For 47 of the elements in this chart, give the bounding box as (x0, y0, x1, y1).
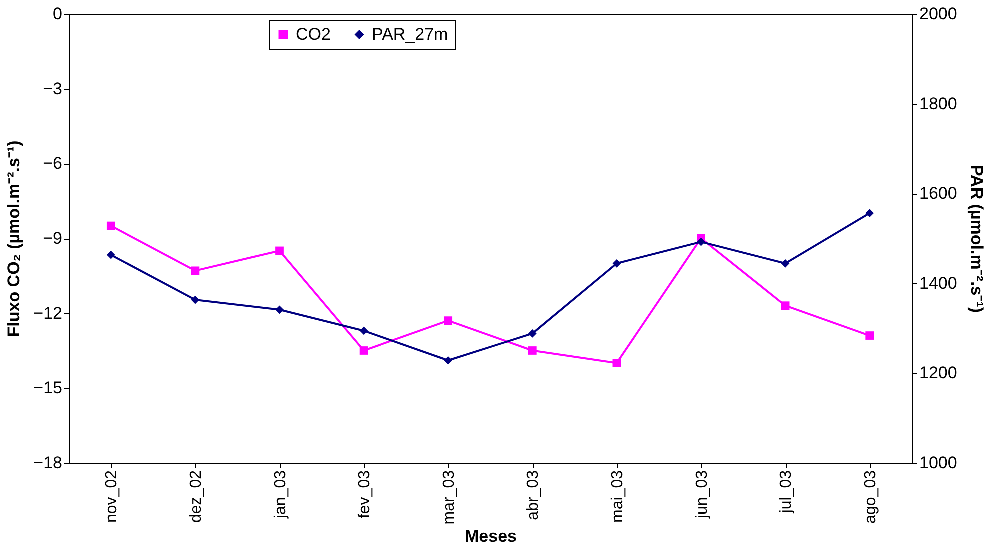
x-tick-label: jul_03 (778, 470, 796, 514)
x-tick-label: abr_03 (525, 470, 542, 520)
point (528, 330, 537, 338)
x-tick-label: ago_03 (862, 470, 880, 524)
point (866, 209, 874, 218)
point (276, 306, 284, 314)
x-tick-label: mai_03 (609, 470, 626, 523)
y-tick-label: −15 (34, 378, 62, 398)
y-tick-label: −18 (34, 454, 62, 472)
point (866, 332, 874, 340)
point (612, 359, 622, 368)
point (528, 346, 537, 355)
y2-axis-title: PAR (µmol.m⁻².s⁻¹) (967, 164, 986, 314)
x-tick-label: mar_03 (440, 470, 458, 525)
y2-tick-label: 1200 (920, 364, 958, 383)
legend-label: CO2 (296, 24, 331, 44)
y-tick-label: 0 (53, 4, 62, 24)
point (612, 259, 622, 268)
x-tick-label: jan_03 (272, 470, 290, 520)
y2-tick-label: 1800 (920, 94, 958, 114)
y-tick-label: −6 (43, 154, 62, 174)
y-axis-title: Fluxo CO₂ (µmol.m⁻².s⁻¹) (4, 140, 24, 338)
point (106, 222, 116, 230)
point (360, 326, 368, 336)
y2-tick-label: 2000 (920, 4, 958, 24)
point (360, 346, 368, 355)
point (444, 356, 453, 365)
point (276, 246, 284, 256)
y2-tick-label: 1600 (920, 184, 958, 204)
y2-tick-label: 1000 (920, 454, 958, 472)
point (106, 250, 116, 260)
x-tick-label: fev_03 (356, 470, 374, 519)
x-tick-label: jun_03 (694, 470, 711, 520)
x-tick-label: dez_02 (188, 470, 205, 523)
y2-tick-label: 1400 (920, 274, 958, 293)
point (191, 296, 200, 304)
y-tick-label: −3 (43, 79, 62, 98)
point (697, 238, 706, 246)
x-tick-label: nov_02 (104, 470, 121, 523)
point (191, 266, 200, 276)
point (781, 302, 790, 310)
y-tick-label: −9 (43, 229, 62, 248)
x-axis-title: Meses (465, 526, 517, 546)
point (781, 259, 790, 268)
point (444, 316, 453, 325)
legend-label: PAR_27m (372, 24, 448, 44)
y-tick-label: −12 (34, 304, 62, 323)
